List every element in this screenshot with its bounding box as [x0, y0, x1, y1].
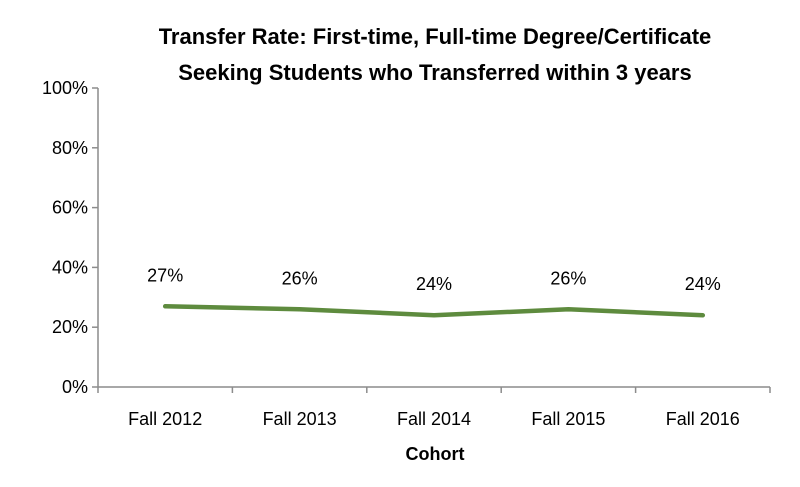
x-axis-title: Cohort	[406, 444, 465, 464]
data-label: 26%	[282, 268, 318, 288]
data-labels: 27% 26% 24% 26% 24%	[147, 265, 721, 294]
x-tick-label: Fall 2012	[128, 409, 202, 429]
y-axis: 0% 20% 40% 60% 80% 100%	[42, 78, 99, 397]
y-tick-label: 60%	[52, 198, 88, 218]
y-tick-label: 0%	[62, 377, 88, 397]
x-tick-label: Fall 2016	[666, 409, 740, 429]
series-line-group	[162, 304, 706, 318]
x-tick-label: Fall 2014	[397, 409, 471, 429]
data-label: 27%	[147, 265, 183, 285]
data-label: 24%	[685, 274, 721, 294]
y-tick-label: 40%	[52, 257, 88, 277]
data-label: 24%	[416, 274, 452, 294]
chart-title-line-1: Transfer Rate: First-time, Full-time Deg…	[159, 24, 712, 49]
y-tick-label: 20%	[52, 317, 88, 337]
data-label: 26%	[550, 268, 586, 288]
x-tick-label: Fall 2013	[263, 409, 337, 429]
y-tick-label: 100%	[42, 78, 88, 98]
x-tick-label: Fall 2015	[531, 409, 605, 429]
x-axis: Fall 2012 Fall 2013 Fall 2014 Fall 2015 Fall…	[97, 386, 771, 429]
series-line	[162, 304, 706, 318]
y-tick-label: 80%	[52, 138, 88, 158]
chart-title-line-2: Seeking Students who Transferred within …	[178, 60, 691, 85]
